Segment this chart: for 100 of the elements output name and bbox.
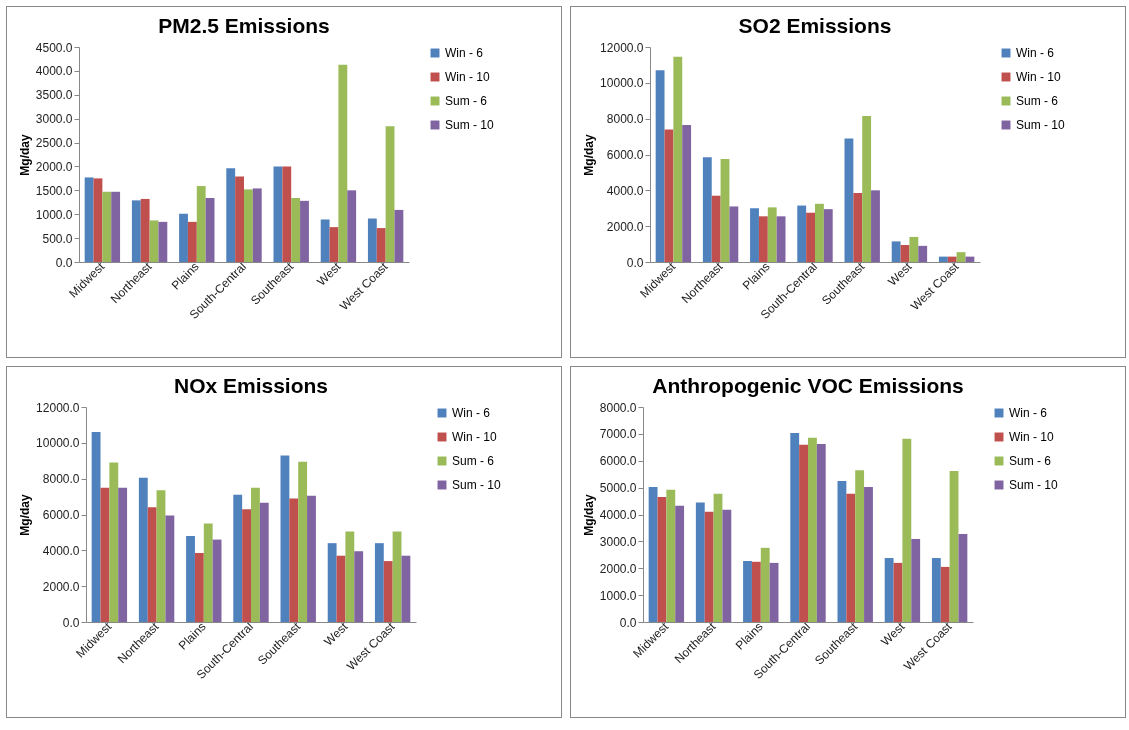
bar — [291, 197, 301, 262]
y-tick-label: 1000.0 — [599, 588, 637, 603]
bar — [102, 191, 112, 262]
bar — [958, 534, 968, 622]
bar — [392, 531, 402, 622]
bar — [158, 221, 168, 262]
bar — [713, 493, 723, 622]
bar — [760, 547, 770, 622]
y-tick-label: 2000.0 — [606, 219, 644, 234]
y-axis-title: Mg/day — [18, 494, 33, 536]
bar — [837, 480, 847, 622]
bar — [259, 502, 269, 622]
bar — [891, 241, 901, 262]
bar — [138, 477, 148, 622]
y-tick-label: 1500.0 — [35, 183, 73, 198]
y-tick-label: 4000.0 — [599, 508, 637, 522]
y-tick-label: 2000.0 — [42, 579, 80, 594]
bar — [758, 216, 768, 262]
bar — [750, 208, 759, 262]
bar — [965, 256, 975, 262]
bar — [902, 438, 912, 622]
bar — [816, 444, 826, 622]
y-tick-label: 8000.0 — [42, 472, 80, 487]
bar — [212, 539, 222, 622]
bar — [385, 126, 395, 262]
legend-label: Win - 10 — [1009, 430, 1054, 444]
legend-label: Sum - 10 — [452, 478, 502, 492]
bar — [194, 553, 204, 622]
bar — [893, 562, 903, 622]
y-tick-label: 5000.0 — [599, 481, 637, 496]
bar — [244, 189, 253, 262]
bar — [808, 437, 817, 622]
legend-label: Sum - 6 — [1016, 94, 1059, 108]
bar — [118, 487, 128, 622]
bar — [179, 213, 188, 262]
bar — [855, 470, 865, 622]
bar — [673, 56, 683, 262]
y-axis-title: Mg/day — [581, 494, 596, 536]
bar — [695, 502, 705, 622]
y-tick-label: 3500.0 — [35, 88, 73, 103]
bar — [91, 432, 101, 622]
bar — [376, 228, 386, 262]
bar — [666, 489, 676, 622]
bar — [226, 168, 236, 262]
bar — [252, 188, 262, 262]
legend-label: Win - 10 — [1016, 70, 1061, 84]
bar — [251, 487, 260, 622]
bar — [205, 197, 215, 262]
bar — [823, 209, 833, 262]
bar — [109, 462, 119, 622]
bar — [149, 220, 159, 262]
bar — [884, 558, 894, 622]
bar — [846, 493, 856, 622]
y-tick-label: 12000.0 — [36, 400, 80, 415]
bar — [131, 200, 141, 262]
y-tick-label: 4000.0 — [35, 64, 73, 79]
bar — [657, 497, 667, 622]
y-tick-label: 12000.0 — [600, 40, 644, 55]
legend-label: Win - 6 — [445, 46, 484, 60]
bar — [815, 203, 824, 262]
bar — [307, 495, 316, 622]
bar — [186, 536, 195, 622]
bar — [909, 236, 919, 262]
y-axis-title: Mg/day — [582, 134, 597, 176]
bar — [329, 227, 339, 262]
bar — [345, 531, 355, 622]
bar — [844, 138, 854, 262]
legend-label: Sum - 6 — [1009, 454, 1052, 468]
bar — [853, 193, 863, 262]
bar — [242, 509, 251, 622]
bar — [383, 561, 393, 622]
bar — [100, 487, 110, 622]
bar — [165, 515, 175, 622]
bar — [327, 543, 337, 622]
y-tick-label: 2000.0 — [35, 159, 73, 174]
bar — [347, 190, 357, 262]
y-tick-label: 7000.0 — [599, 427, 637, 442]
bar — [938, 256, 948, 262]
legend-label: Sum - 6 — [452, 454, 495, 468]
legend-label: Sum - 10 — [445, 118, 495, 132]
bar — [93, 178, 103, 262]
bar — [769, 562, 779, 622]
bar — [776, 216, 786, 262]
bar — [931, 558, 941, 622]
bar — [871, 190, 880, 262]
y-tick-label: 6000.0 — [42, 508, 80, 522]
y-tick-label: 10000.0 — [600, 76, 644, 91]
y-tick-label: 1000.0 — [35, 207, 73, 222]
bar — [862, 115, 872, 262]
bar — [797, 205, 807, 262]
bar — [711, 195, 721, 262]
bar — [235, 176, 244, 262]
bar — [918, 245, 928, 262]
legend-label: Win - 6 — [1016, 46, 1055, 60]
bar — [648, 487, 658, 622]
y-tick-label: 2000.0 — [599, 561, 637, 576]
y-tick-label: 500.0 — [42, 231, 73, 246]
y-tick-label: 6000.0 — [599, 454, 637, 469]
y-tick-label: 4000.0 — [42, 543, 80, 558]
chart-title: Anthropogenic VOC Emissions — [652, 374, 964, 397]
